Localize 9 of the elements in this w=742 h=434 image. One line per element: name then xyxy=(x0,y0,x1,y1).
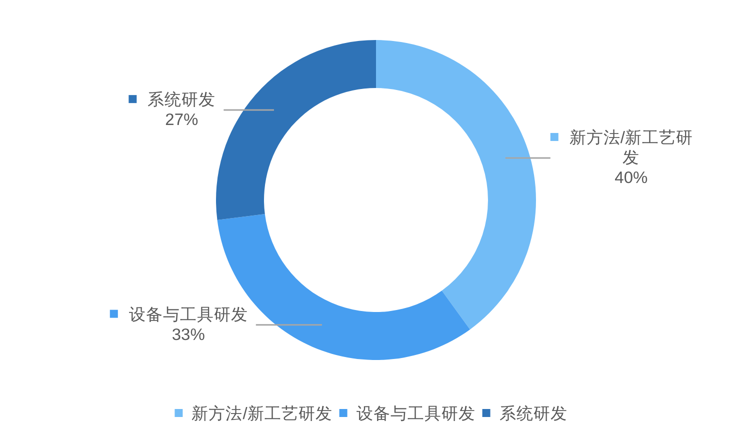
slice-category-label: 设备与工具研发 xyxy=(128,306,248,324)
legend-label: 系统研发 xyxy=(499,405,568,423)
data-label: 40% xyxy=(614,168,648,187)
slice-category-label: 新方法/新工艺研发 xyxy=(569,128,693,167)
legend-label: 设备与工具研发 xyxy=(356,405,476,423)
slice-category-label: 系统研发 xyxy=(148,91,216,110)
data-label: 33% xyxy=(172,326,205,344)
data-label: 27% xyxy=(165,111,198,130)
legend-label: 新方法/新工艺研发 xyxy=(192,405,332,423)
